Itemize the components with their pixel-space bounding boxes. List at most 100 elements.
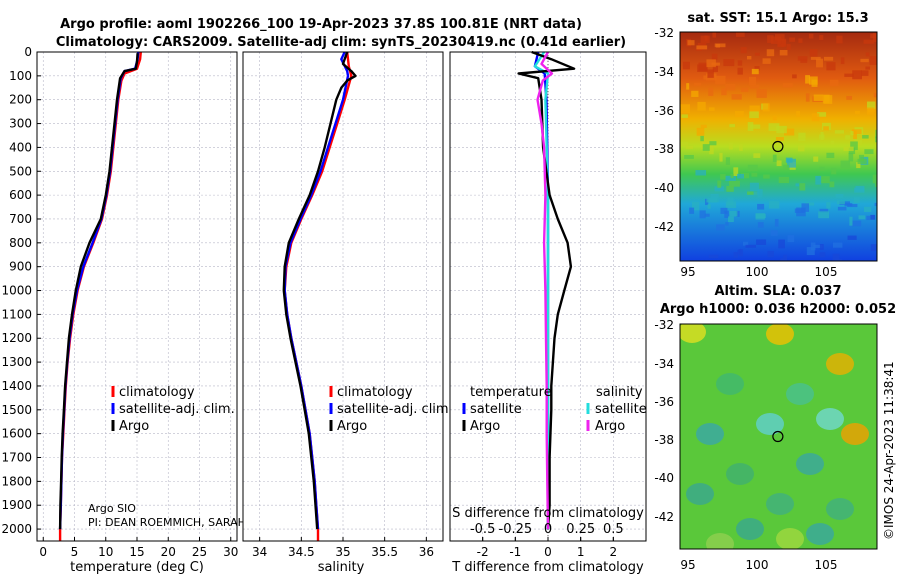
sst-texture-cell <box>866 107 875 115</box>
sla-anomaly-spot <box>716 373 744 395</box>
sst-texture-cell <box>774 34 785 41</box>
sst-texture-cell <box>798 38 803 43</box>
legend-label-satellite: satellite-adj. clim. <box>337 402 453 417</box>
sst-texture-cell <box>810 56 821 60</box>
difference-series-s-argo <box>536 51 554 530</box>
imos-watermark: ©IMOS 24-Apr-2023 11:38:41 <box>882 361 896 540</box>
sst-texture-cell <box>747 164 758 172</box>
temperature-x-tick-label: 0 <box>39 545 47 559</box>
sst-texture-cell <box>834 130 845 134</box>
sst-texture-cell <box>865 52 870 57</box>
sst-texture-cell <box>723 59 735 67</box>
sst-texture-cell <box>776 160 782 167</box>
sst-texture-cell <box>875 129 877 138</box>
sst-texture-cell <box>851 220 862 227</box>
sla-anomaly-spot <box>680 324 706 343</box>
sst-texture-cell <box>729 124 736 128</box>
s-difference-axis-label: S difference from climatology <box>452 506 644 521</box>
sla-lat-tick: -42 <box>654 510 674 524</box>
temperature-legend: climatology satellite-adj. clim. Argo <box>111 385 235 434</box>
depth-tick-label: 1500 <box>1 403 32 417</box>
sst-texture-cell <box>869 56 877 65</box>
sla-map-panel: Altim. SLA: 0.037 Argo h1000: 0.036 h200… <box>654 284 896 572</box>
sst-texture-cell <box>799 183 806 191</box>
s-diff-tick-label: 0 <box>544 522 552 537</box>
sst-texture-cell <box>778 239 785 249</box>
sst-texture-cell <box>845 135 851 140</box>
sla-anomaly-spot <box>776 528 804 549</box>
sst-texture-cell <box>720 207 728 214</box>
sst-texture-cell <box>712 66 718 72</box>
sst-texture-cell <box>739 143 743 151</box>
sst-texture-cell <box>801 203 810 212</box>
sst-texture-cell <box>843 146 854 152</box>
sst-texture-cell <box>806 247 815 256</box>
sst-texture-cell <box>725 222 729 226</box>
sla-anomaly-spot <box>826 353 854 375</box>
sst-texture-cell <box>753 153 761 158</box>
sst-texture-cell <box>817 112 827 117</box>
difference-legend: temperature salinity satellite Argo sate… <box>462 385 647 434</box>
legend-label-climatology: climatology <box>337 385 413 400</box>
sst-texture-cell <box>864 149 874 155</box>
sst-texture-cell <box>728 142 733 150</box>
difference-x-tick-label: -2 <box>477 545 489 559</box>
s-diff-tick-label: 0.25 <box>566 522 595 537</box>
sst-texture-cell <box>719 152 723 162</box>
temperature-x-tick-label: 20 <box>161 545 176 559</box>
sst-texture-cell <box>749 182 759 192</box>
sst-texture-cell <box>810 242 816 251</box>
sst-texture-cell <box>691 90 699 97</box>
sst-texture-cell <box>805 202 815 206</box>
sst-texture-cell <box>783 254 787 259</box>
sst-texture-cell <box>830 140 835 145</box>
sst-texture-cell <box>763 174 770 179</box>
sst-texture-cell <box>682 61 690 70</box>
salinity-x-tick-label: 36 <box>419 545 434 559</box>
sst-texture-cell <box>742 241 749 246</box>
sla-map-title-line1: Altim. SLA: 0.037 <box>715 284 842 299</box>
depth-tick-label: 300 <box>9 117 32 131</box>
argo-institution-annotation: Argo SIO <box>88 502 136 515</box>
sst-texture-cell <box>832 253 840 261</box>
sst-texture-cell <box>746 55 752 60</box>
legend-header-salinity: salinity <box>596 385 643 400</box>
sst-texture-cell <box>768 201 780 209</box>
sst-texture-cell <box>700 35 710 44</box>
sst-texture-cell <box>798 132 806 142</box>
depth-tick-label: 1400 <box>1 379 32 393</box>
sst-texture-cell <box>815 175 822 185</box>
sst-texture-cell <box>721 88 727 96</box>
sst-texture-cell <box>787 235 795 243</box>
sst-texture-cell <box>778 176 790 184</box>
sst-texture-cell <box>709 145 714 155</box>
sst-texture-cell <box>737 67 743 75</box>
sst-texture-cell <box>716 224 725 231</box>
sst-texture-cell <box>836 200 845 205</box>
sst-texture-cell <box>714 186 724 192</box>
sst-texture-cell <box>800 59 808 63</box>
sst-texture-cell <box>787 158 796 168</box>
legend-label-argo: Argo <box>337 419 367 434</box>
sst-texture-cell <box>707 69 714 78</box>
sst-lon-tick: 105 <box>815 265 838 279</box>
legend-header-temperature: temperature <box>470 385 552 400</box>
sst-texture-cell <box>858 154 864 162</box>
sst-texture-cell <box>864 206 872 212</box>
sst-texture-cell <box>811 79 818 87</box>
depth-tick-label: 1900 <box>1 498 32 512</box>
sla-lat-tick: -40 <box>654 471 674 485</box>
temperature-x-tick-label: 15 <box>129 545 144 559</box>
sst-texture-cell <box>737 249 742 255</box>
sst-texture-cell <box>736 210 740 217</box>
depth-tick-label: 1100 <box>1 307 32 321</box>
sst-texture-cell <box>684 154 694 159</box>
sst-texture-cell <box>861 70 869 76</box>
difference-x-tick-label: 0 <box>544 545 552 559</box>
sst-lat-tick: -38 <box>654 142 674 156</box>
sst-texture-cell <box>837 206 847 211</box>
difference-series-t-argo <box>517 50 576 530</box>
temperature-x-tick-label: 10 <box>98 545 113 559</box>
sla-anomaly-spot <box>766 493 794 515</box>
sst-lon-tick: 100 <box>746 265 769 279</box>
